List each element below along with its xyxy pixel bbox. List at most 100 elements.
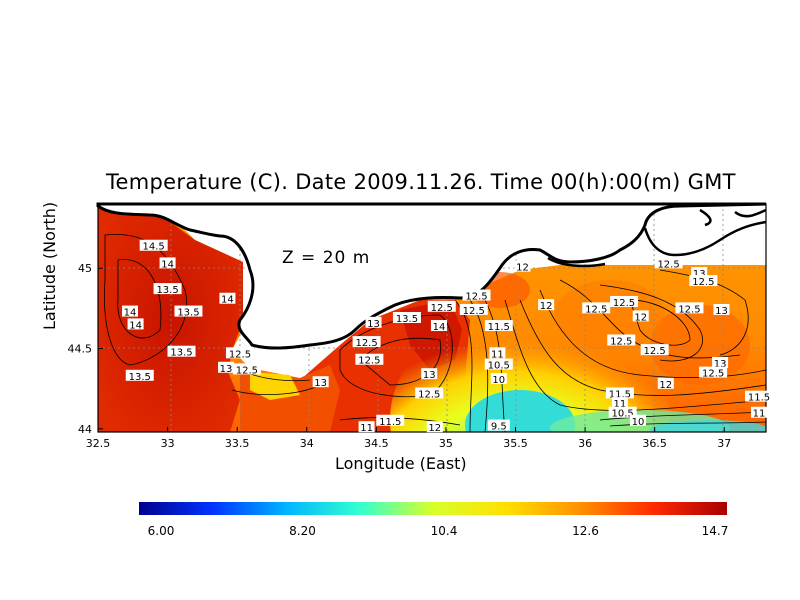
x-axis: 32.5 33 33.5 34 34.5 35 35.5 36 36.5 37 [86, 427, 731, 450]
colorbar-tick-label: 10.4 [431, 524, 458, 538]
svg-text:13: 13 [715, 306, 728, 317]
contour-label: 14 [127, 318, 144, 331]
x-tick-label: 35 [439, 437, 453, 450]
svg-text:13: 13 [367, 319, 380, 330]
svg-text:12: 12 [428, 423, 441, 434]
svg-text:12.5: 12.5 [613, 298, 635, 309]
contour-label: 12.5 [352, 336, 381, 349]
contour-label: 13.5 [125, 369, 154, 383]
svg-text:12.5: 12.5 [644, 346, 666, 357]
y-axis: 44 44.5 45 [68, 262, 103, 436]
contour-label: 14 [159, 257, 176, 270]
svg-text:10.5: 10.5 [488, 361, 510, 372]
y-tick-label: 44 [78, 423, 92, 436]
svg-text:12.5: 12.5 [355, 338, 377, 349]
x-tick-label: 34 [300, 437, 314, 450]
contour-label: 12.5 [225, 347, 254, 360]
contour-label: 12.5 [427, 300, 456, 314]
contour-label: 13 [712, 356, 729, 370]
svg-text:10.5: 10.5 [612, 409, 634, 420]
land-mask [96, 202, 767, 350]
svg-text:14.5: 14.5 [143, 242, 165, 253]
svg-text:13.5: 13.5 [396, 314, 418, 325]
svg-text:13.5: 13.5 [156, 285, 178, 296]
svg-text:11: 11 [360, 423, 373, 434]
contour-label: 13 [421, 368, 438, 381]
svg-text:11: 11 [753, 409, 766, 420]
contour-label: 12 [514, 260, 531, 274]
svg-text:12: 12 [659, 380, 672, 391]
svg-text:12.5: 12.5 [465, 292, 487, 303]
contour-label: 13.5 [153, 283, 182, 296]
contour-label: 13 [365, 316, 382, 330]
svg-text:12: 12 [540, 301, 553, 312]
x-tick-label: 33 [161, 437, 175, 450]
contour-label: 12.5 [610, 295, 639, 309]
svg-text:12.5: 12.5 [657, 259, 679, 270]
svg-text:12.5: 12.5 [702, 369, 724, 380]
svg-text:14: 14 [129, 320, 142, 331]
contour-label: 12.5 [607, 334, 636, 347]
svg-text:11.5: 11.5 [748, 393, 770, 404]
svg-text:12.5: 12.5 [236, 365, 258, 376]
svg-text:13: 13 [314, 378, 327, 389]
contour-label: 13 [691, 267, 708, 280]
svg-text:14: 14 [433, 322, 446, 333]
x-tick-label: 37 [717, 437, 731, 450]
colorbar-tick-label: 12.6 [572, 524, 599, 538]
contour-label: 13.5 [174, 305, 203, 319]
svg-text:12.5: 12.5 [229, 349, 251, 360]
svg-text:14: 14 [221, 295, 234, 306]
contour-label: 11 [751, 406, 768, 420]
svg-text:11.5: 11.5 [609, 389, 631, 400]
svg-text:12.5: 12.5 [358, 356, 380, 367]
contour-label: 12 [632, 310, 649, 323]
svg-text:12.5: 12.5 [610, 336, 632, 347]
contour-label: 12 [538, 299, 555, 312]
x-tick-label: 36.5 [642, 437, 667, 450]
contour-label: 12.5 [675, 302, 704, 315]
contour-label: 13 [218, 361, 235, 375]
y-axis-label: Latitude (North) [40, 201, 59, 330]
colorbar: 6.00 8.20 10.4 12.6 14.7 [139, 502, 728, 538]
contour-label: 12.5 [582, 302, 611, 315]
contour-label: 11 [489, 347, 506, 360]
contour-label: 13.5 [167, 345, 196, 359]
svg-text:13: 13 [423, 370, 436, 381]
contour-label: 11.5 [376, 414, 405, 428]
svg-text:11: 11 [614, 399, 627, 410]
contour-label: 12.5 [459, 303, 488, 317]
svg-text:13: 13 [714, 359, 727, 370]
svg-text:11: 11 [491, 349, 504, 360]
contour-label: 10.5 [484, 358, 513, 372]
svg-text:13: 13 [220, 364, 233, 375]
contour-label: 11 [611, 397, 628, 410]
colorbar-tick-label: 6.00 [148, 524, 175, 538]
contour-label: 12 [657, 377, 674, 391]
svg-text:12.5: 12.5 [678, 304, 700, 315]
x-tick-label: 33.5 [225, 437, 250, 450]
contour-label: 12.5 [640, 344, 669, 357]
contour-label: 13 [713, 303, 730, 317]
x-tick-label: 32.5 [86, 437, 111, 450]
coastline [547, 208, 767, 268]
svg-text:12: 12 [634, 312, 647, 323]
svg-text:9.5: 9.5 [491, 422, 507, 433]
contour-label: 12.5 [232, 363, 261, 376]
x-tick-label: 36 [578, 437, 592, 450]
contour-label: 10.5 [608, 406, 637, 420]
contour-label: 12.5 [415, 387, 444, 400]
svg-text:11.5: 11.5 [488, 322, 510, 333]
colorbar-gradient [139, 502, 727, 515]
svg-text:12.5: 12.5 [431, 303, 453, 314]
svg-text:13.5: 13.5 [129, 372, 151, 383]
contour-label: 10 [490, 373, 507, 386]
contour-label: 9.5 [487, 419, 510, 433]
contour-label: 12.5 [654, 257, 683, 270]
contour-label: 14.5 [139, 239, 168, 253]
svg-text:13.5: 13.5 [170, 348, 192, 359]
contour-label: 10 [629, 414, 646, 428]
svg-text:13: 13 [693, 269, 706, 280]
